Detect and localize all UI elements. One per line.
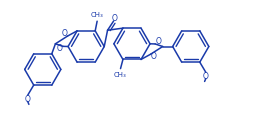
Text: O: O: [155, 37, 161, 46]
Text: O: O: [62, 29, 68, 38]
Text: O: O: [203, 72, 209, 81]
Text: O: O: [151, 52, 156, 61]
Text: CH₃: CH₃: [91, 12, 104, 18]
Text: O: O: [57, 44, 63, 53]
Text: O: O: [112, 14, 118, 23]
Text: O: O: [25, 95, 30, 104]
Text: CH₃: CH₃: [114, 72, 127, 78]
